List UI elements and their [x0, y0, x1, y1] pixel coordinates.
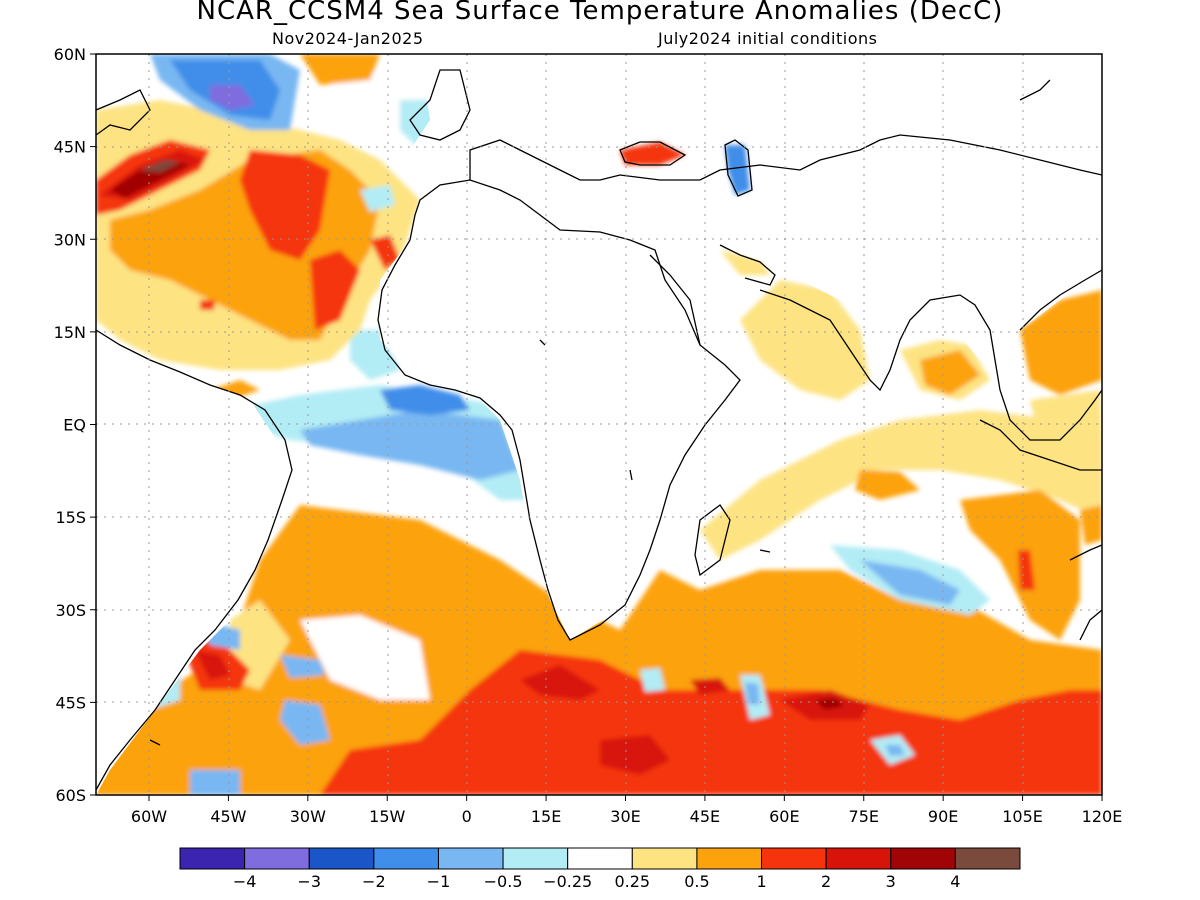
lat-label: 15S [55, 508, 86, 527]
colorbar-label: −0.25 [543, 872, 592, 891]
lat-label: 60S [55, 786, 86, 805]
forecast-period: Nov2024-Jan2025 [272, 29, 424, 48]
gridlines [96, 54, 1102, 795]
colorbar-swatch [308, 847, 375, 870]
lat-label: EQ [63, 416, 86, 435]
lon-label: 105E [1002, 807, 1043, 826]
lon-label: 90E [928, 807, 958, 826]
anomaly-field [96, 54, 1102, 795]
colorbar-swatch [179, 847, 246, 870]
colorbar-swatch [567, 847, 633, 870]
initial-conditions: July2024 initial conditions [658, 29, 878, 48]
lon-label: 45W [210, 807, 246, 826]
map-title: NCAR_CCSM4 Sea Surface Temperature Anoma… [196, 0, 1004, 26]
colorbar-swatch [437, 847, 504, 870]
lon-label: 60E [769, 807, 799, 826]
colorbar-swatch [373, 847, 439, 870]
lon-label: 15E [531, 807, 561, 826]
colorbar-label: 1 [756, 872, 766, 891]
colorbar-label: −3 [297, 872, 321, 891]
colorbar-label: 0.5 [684, 872, 709, 891]
lon-label: 30W [290, 807, 326, 826]
lon-label: 60W [131, 807, 167, 826]
colorbar-swatch [954, 847, 1021, 870]
colorbar-label: −0.5 [484, 872, 523, 891]
colorbar-swatch [502, 847, 569, 870]
lon-label: 15W [369, 807, 405, 826]
colorbar-swatch [761, 847, 827, 870]
colorbar-label: −1 [427, 872, 451, 891]
colorbar-label: 3 [886, 872, 896, 891]
lat-label: 45N [54, 138, 86, 157]
lat-label: 15N [54, 323, 86, 342]
lon-label: 30E [610, 807, 640, 826]
lat-label: 45S [55, 693, 86, 712]
colorbar-swatch [825, 847, 892, 870]
lon-label: 75E [849, 807, 879, 826]
lon-label: 120E [1082, 807, 1123, 826]
lon-label: 45E [690, 807, 720, 826]
lat-label: 60N [54, 45, 86, 64]
colorbar-swatch [696, 847, 763, 870]
colorbar-label: 4 [950, 872, 960, 891]
colorbar: −4 −3 −2 −1 −0.5 −0.25 0.25 0.5 1 2 3 4 [179, 847, 1021, 891]
latitude-axis: 60N 45N 30N 15N EQ 15S 30S 45S 60S [54, 45, 96, 805]
colorbar-swatch [631, 847, 698, 870]
lon-label: 0 [462, 807, 472, 826]
colorbar-label: −2 [362, 872, 386, 891]
coastlines [96, 69, 1102, 791]
lat-label: 30N [54, 230, 86, 249]
colorbar-label: 2 [821, 872, 831, 891]
colorbar-swatch [890, 847, 956, 870]
colorbar-swatch [244, 847, 310, 870]
colorbar-label: 0.25 [614, 872, 650, 891]
longitude-axis: 60W 45W 30W 15W 0 15E 30E 45E 60E 75E 90E 105E 120E [131, 795, 1122, 826]
colorbar-label: −4 [233, 872, 257, 891]
lat-label: 30S [55, 601, 86, 620]
